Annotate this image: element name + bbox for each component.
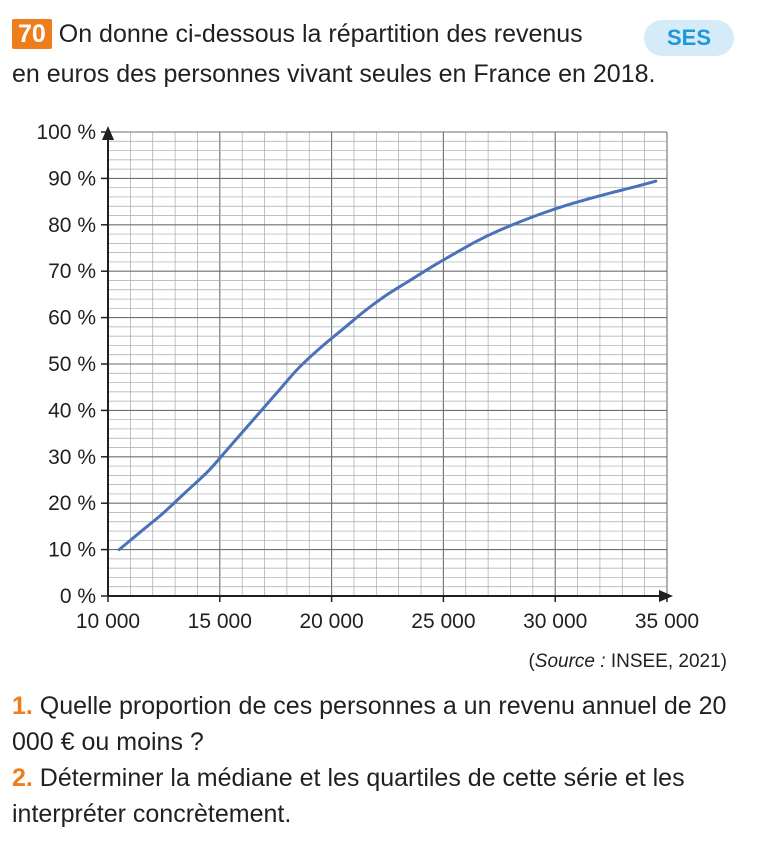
source-note: (Source : INSEE, 2021): [528, 651, 727, 672]
y-tick-label: 0 %: [60, 585, 96, 608]
x-tick-label: 30 000: [523, 610, 587, 633]
series-line: [117, 179, 658, 552]
y-tick-label: 60 %: [48, 307, 96, 330]
x-tick-label: 35 000: [635, 610, 699, 633]
chart-series: [117, 179, 658, 552]
chart-grid: [108, 131, 668, 596]
y-tick-label: 20 %: [48, 492, 96, 515]
intro-line-2: en euros des personnes vivant seules en …: [12, 60, 656, 88]
y-axis-arrow: [102, 126, 114, 140]
y-tick-label: 30 %: [48, 446, 96, 469]
question-2-text: Déterminer la médiane et les quartiles d…: [12, 764, 685, 828]
question-1-number: 1.: [12, 692, 33, 720]
x-axis-arrow: [659, 590, 673, 602]
cumulative-frequency-chart: 10 000 15 000 20 000 25 000 30 000 35 000 0 % 1…: [36, 121, 699, 633]
questions: 1. Quelle proportion de ces personnes a …: [12, 688, 742, 832]
intro-text-1: On donne ci-dessous la répartition des r…: [58, 20, 583, 48]
intro-line-1: 70 On donne ci-dessous la répartition de…: [12, 14, 742, 54]
question-2: 2. Déterminer la médiane et les quartile…: [12, 760, 742, 832]
question-2-number: 2.: [12, 764, 33, 792]
exercise-header: 70 On donne ci-dessous la répartition de…: [12, 14, 742, 94]
x-tick-label: 25 000: [411, 610, 475, 633]
exercise-number: 70: [12, 19, 52, 49]
x-tick-label: 15 000: [188, 610, 252, 633]
y-tick-label: 100 %: [36, 121, 96, 144]
y-tick-label: 90 %: [48, 167, 96, 190]
chart-axes: [102, 126, 673, 602]
y-tick-label: 80 %: [48, 214, 96, 237]
y-tick-label: 40 %: [48, 399, 96, 422]
source-text: INSEE, 2021): [605, 651, 727, 672]
chart-ticks: 10 000 15 000 20 000 25 000 30 000 35 000 0 % 1…: [36, 121, 699, 633]
source-label: Source :: [534, 651, 606, 672]
x-tick-label: 20 000: [299, 610, 363, 633]
question-1-text: Quelle proportion de ces personnes a un …: [12, 692, 727, 756]
question-1: 1. Quelle proportion de ces personnes a …: [12, 688, 742, 760]
y-tick-label: 10 %: [48, 539, 96, 562]
x-tick-label: 10 000: [76, 610, 140, 633]
y-tick-label: 70 %: [48, 260, 96, 283]
subject-badge: SES: [644, 20, 734, 56]
y-tick-label: 50 %: [48, 353, 96, 376]
